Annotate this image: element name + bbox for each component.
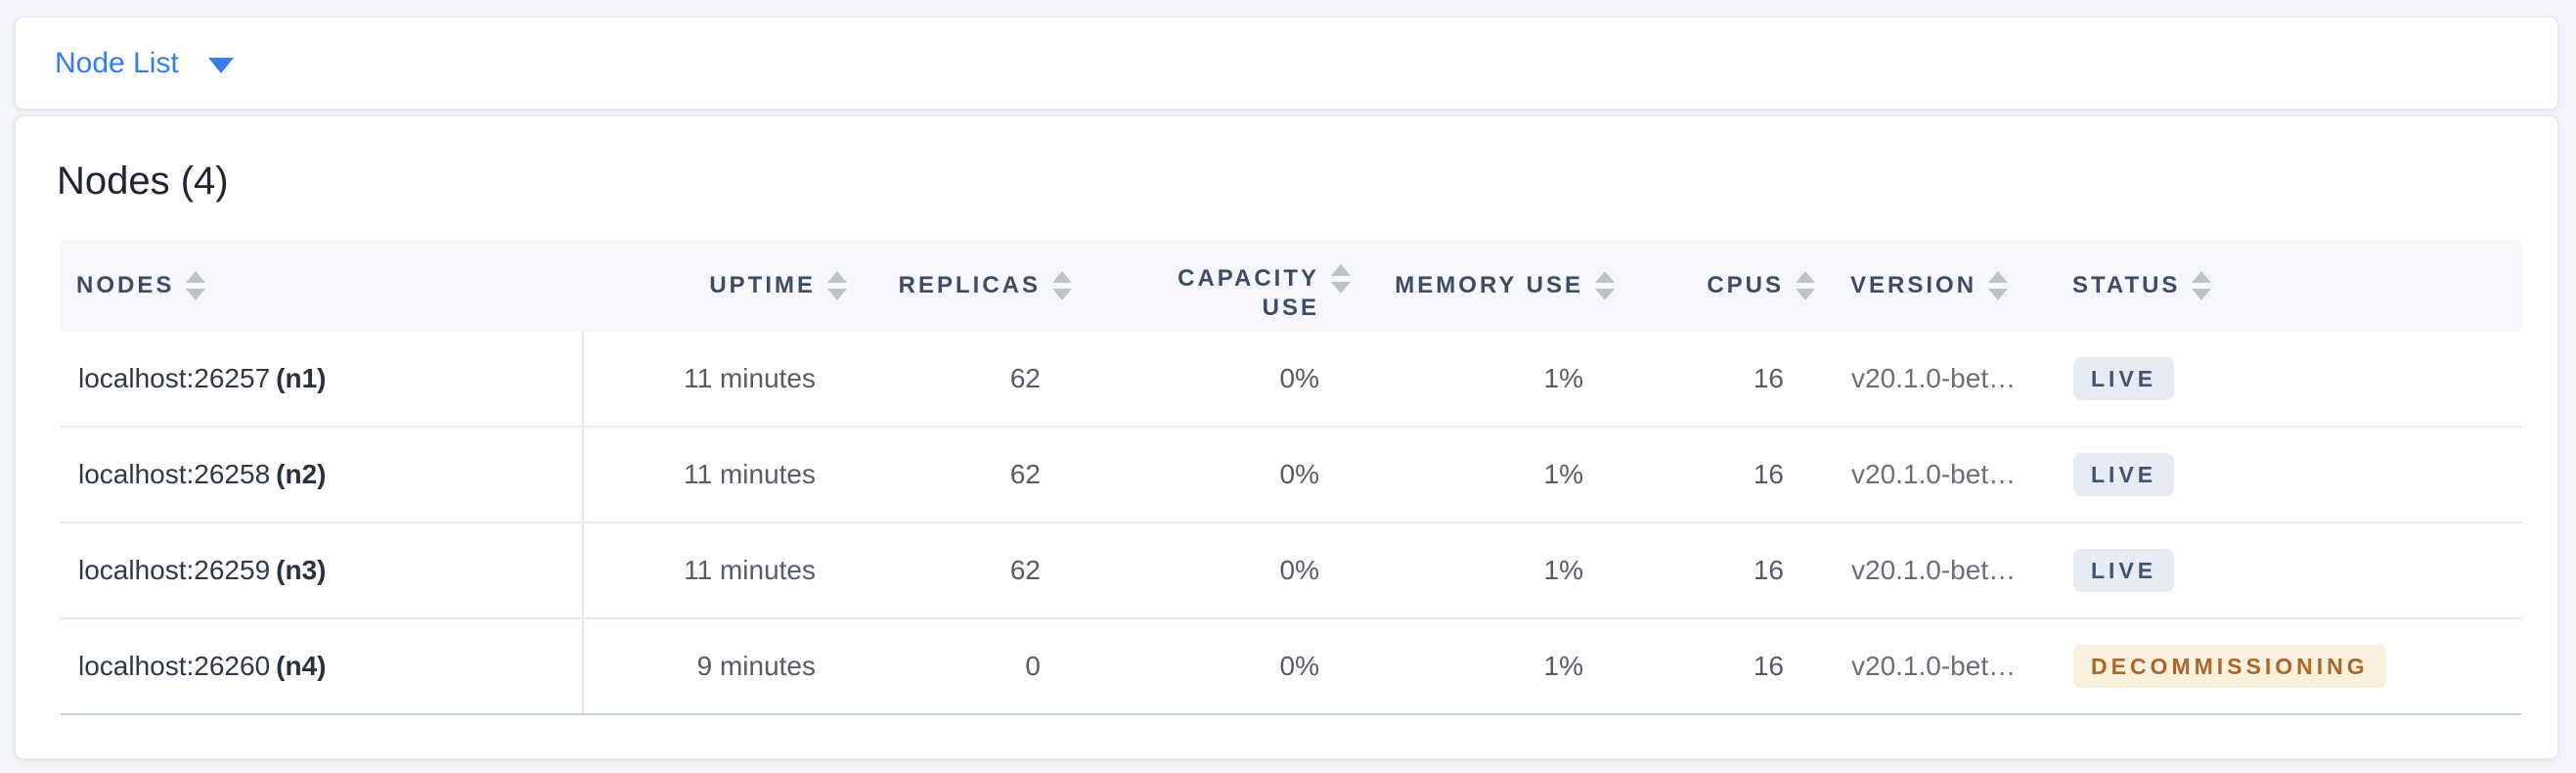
table-header-row: NODES UPTIME REPLICAS CAPACITY USE MEMOR… <box>61 241 2521 331</box>
replicas-cell: 0 <box>863 618 1088 715</box>
column-header-label: MEMORY USE <box>1395 272 1583 298</box>
replicas-cell: 62 <box>863 427 1088 523</box>
cpus-cell: 16 <box>1630 523 1831 619</box>
uptime-cell: 11 minutes <box>583 331 863 428</box>
version-cell: v20.1.0-bet… <box>1831 427 2051 523</box>
node-address: localhost:26257 <box>78 362 271 393</box>
cpus-cell: 16 <box>1630 618 1831 715</box>
capacity-use-cell: 0% <box>1088 331 1366 428</box>
node-address: localhost:26260 <box>78 651 271 681</box>
caret-down-icon <box>207 57 234 73</box>
column-header-replicas[interactable]: REPLICAS <box>863 241 1088 331</box>
sort-arrows-icon[interactable] <box>1988 271 2009 300</box>
uptime-cell: 11 minutes <box>583 523 863 619</box>
status-cell: LIVE <box>2051 523 2521 619</box>
node-cell: localhost:26258 (n2) <box>61 427 584 523</box>
replicas-cell: 62 <box>863 331 1088 428</box>
column-header-label: VERSION <box>1850 272 1977 298</box>
version-cell: v20.1.0-bet… <box>1831 331 2051 428</box>
column-header-label: UPTIME <box>709 272 816 298</box>
node-cell: localhost:26259 (n3) <box>61 523 584 619</box>
node-cell: localhost:26260 (n4) <box>61 618 584 715</box>
status-cell: LIVE <box>2051 331 2521 428</box>
table-row[interactable]: localhost:26260 (n4) 9 minutes 0 0% 1% 16… <box>61 618 2521 715</box>
cpus-cell: 16 <box>1630 331 1831 428</box>
sort-arrows-icon[interactable] <box>1052 271 1072 300</box>
view-dropdown[interactable]: Node List <box>55 47 234 80</box>
memory-use-cell: 1% <box>1366 427 1630 523</box>
column-header-memory_use[interactable]: MEMORY USE <box>1366 241 1630 331</box>
column-header-label: CAPACITY USE <box>1177 264 1319 321</box>
capacity-use-cell: 0% <box>1088 427 1366 523</box>
sort-arrows-icon[interactable] <box>1331 263 1351 294</box>
table-row[interactable]: localhost:26257 (n1) 11 minutes 62 0% 1% … <box>61 331 2521 428</box>
sort-arrows-icon[interactable] <box>827 271 847 300</box>
table-body: localhost:26257 (n1) 11 minutes 62 0% 1% … <box>61 331 2521 715</box>
uptime-cell: 11 minutes <box>583 427 863 523</box>
node-id: (n4) <box>276 651 327 681</box>
node-cell: localhost:26257 (n1) <box>61 331 584 428</box>
nodes-table: NODES UPTIME REPLICAS CAPACITY USE MEMOR… <box>61 241 2521 715</box>
column-header-version[interactable]: VERSION <box>1831 241 2051 331</box>
memory-use-cell: 1% <box>1366 523 1630 619</box>
cpus-cell: 16 <box>1630 427 1831 523</box>
column-header-label: CPUS <box>1707 272 1784 298</box>
column-header-label: REPLICAS <box>898 272 1041 298</box>
column-header-label: NODES <box>76 272 175 298</box>
status-badge: DECOMMISSIONING <box>2073 645 2386 688</box>
node-id: (n3) <box>276 555 327 585</box>
column-header-status[interactable]: STATUS <box>2051 241 2521 331</box>
sort-arrows-icon[interactable] <box>1796 271 1815 300</box>
page-title: Nodes (4) <box>57 159 229 203</box>
uptime-cell: 9 minutes <box>583 618 863 715</box>
memory-use-cell: 1% <box>1366 331 1630 428</box>
column-header-node[interactable]: NODES <box>61 241 583 331</box>
column-header-cpus[interactable]: CPUS <box>1630 241 1831 331</box>
column-header-label: STATUS <box>2072 272 2181 298</box>
sort-arrows-icon[interactable] <box>186 271 206 300</box>
node-address: localhost:26258 <box>78 459 271 489</box>
node-id: (n2) <box>276 459 327 489</box>
status-badge: LIVE <box>2073 453 2175 496</box>
column-header-uptime[interactable]: UPTIME <box>583 241 863 331</box>
table-row[interactable]: localhost:26259 (n3) 11 minutes 62 0% 1% … <box>61 523 2521 619</box>
status-badge: LIVE <box>2073 549 2175 592</box>
status-badge: LIVE <box>2073 356 2175 400</box>
view-dropdown-bar: Node List <box>14 16 2559 111</box>
replicas-cell: 62 <box>863 523 1088 619</box>
sort-arrows-icon[interactable] <box>2192 271 2212 300</box>
capacity-use-cell: 0% <box>1088 523 1366 619</box>
view-dropdown-label: Node List <box>55 46 179 79</box>
sort-arrows-icon[interactable] <box>1595 271 1615 300</box>
table-row[interactable]: localhost:26258 (n2) 11 minutes 62 0% 1% … <box>61 427 2521 523</box>
status-cell: DECOMMISSIONING <box>2051 618 2521 715</box>
memory-use-cell: 1% <box>1366 618 1630 715</box>
capacity-use-cell: 0% <box>1088 618 1366 715</box>
status-cell: LIVE <box>2051 427 2521 523</box>
node-address: localhost:26259 <box>78 555 271 585</box>
column-header-capacity_use[interactable]: CAPACITY USE <box>1088 241 1366 331</box>
nodes-card: Nodes (4) NODES UPTIME REPLICAS CAPACITY… <box>14 114 2559 760</box>
node-id: (n1) <box>276 362 327 393</box>
version-cell: v20.1.0-bet… <box>1831 618 2051 715</box>
version-cell: v20.1.0-bet… <box>1831 523 2051 619</box>
